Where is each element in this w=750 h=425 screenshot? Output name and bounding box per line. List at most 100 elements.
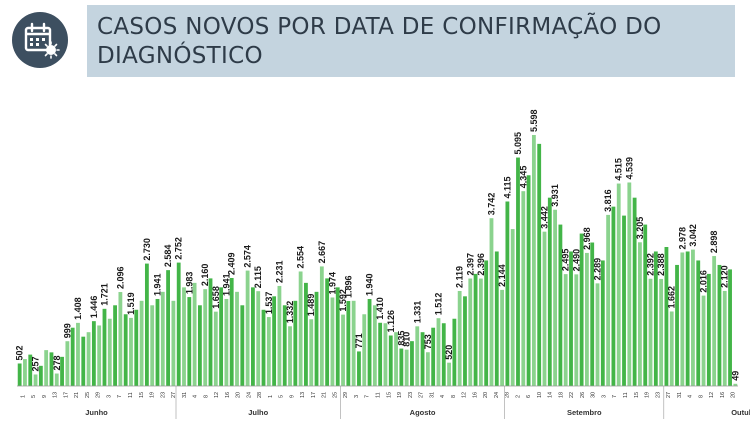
data-label: 49 — [730, 371, 740, 381]
data-label: 4.539 — [624, 157, 634, 180]
bar — [240, 305, 245, 386]
bar — [484, 260, 489, 386]
bar — [627, 182, 632, 386]
bar — [388, 335, 393, 386]
bar — [638, 242, 642, 386]
data-label: 1.983 — [184, 272, 194, 295]
bar — [415, 326, 420, 386]
bar — [722, 290, 727, 386]
data-label: 3.042 — [688, 224, 698, 247]
title-banner: CASOS NOVOS POR DATA DE CONFIRMAÇÃO DO D… — [87, 5, 735, 77]
data-label: 278 — [52, 355, 62, 370]
bar — [155, 298, 160, 386]
day-tick-label: 16 — [720, 392, 726, 398]
day-tick-label: 12 — [214, 392, 220, 398]
bar — [701, 295, 706, 386]
bar — [622, 215, 626, 386]
bar — [335, 287, 340, 386]
bar — [590, 242, 595, 386]
day-tick-label: 20 — [236, 392, 242, 398]
bar — [107, 318, 112, 386]
data-label: 1.519 — [126, 292, 136, 315]
day-tick-label: 14 — [548, 392, 554, 398]
month-label: Junho — [85, 408, 108, 417]
data-label: 2.392 — [646, 253, 656, 276]
day-tick-label: 24 — [494, 392, 500, 398]
data-label: 2.016 — [699, 270, 709, 293]
day-tick-label: 21 — [74, 392, 80, 398]
day-tick-label: 23 — [160, 392, 166, 398]
bar — [669, 311, 674, 386]
day-tick-label: 25 — [85, 392, 91, 398]
bar — [537, 143, 542, 386]
bar — [367, 299, 372, 386]
data-label: 835 — [396, 331, 406, 346]
data-label: 2.495 — [561, 249, 571, 272]
bar — [478, 278, 483, 386]
bar — [394, 332, 398, 386]
day-tick-label: 11 — [623, 392, 629, 398]
bar — [86, 332, 91, 386]
bar — [595, 283, 600, 386]
bar — [632, 197, 637, 386]
bar — [399, 348, 404, 386]
bar — [293, 300, 298, 386]
day-tick-label: 24 — [246, 392, 252, 398]
bar — [23, 359, 27, 386]
data-label: 3.442 — [540, 206, 550, 229]
bar — [410, 341, 414, 386]
data-label: 1.408 — [73, 297, 83, 320]
day-tick-label: 16 — [225, 392, 231, 398]
bar — [197, 305, 202, 386]
bar — [272, 296, 277, 386]
data-label: 2.554 — [296, 246, 306, 269]
day-tick-label: 26 — [580, 392, 586, 398]
day-tick-label: 30 — [591, 392, 597, 398]
data-label: 2.752 — [174, 237, 184, 260]
bar — [113, 305, 117, 386]
day-tick-label: 16 — [472, 392, 478, 398]
bar — [648, 278, 653, 386]
data-label: 4.345 — [518, 166, 528, 189]
data-label: 2.115 — [253, 266, 263, 288]
data-label: 810 — [402, 332, 412, 347]
data-label: 2.968 — [582, 227, 592, 250]
day-tick-label: 6 — [526, 395, 532, 398]
data-label: 2.096 — [115, 266, 125, 289]
bar — [176, 262, 181, 386]
bar — [219, 287, 224, 386]
bar — [372, 305, 377, 386]
day-tick-label: 11 — [376, 392, 382, 398]
day-tick-label: 19 — [397, 392, 403, 398]
bar — [383, 323, 388, 386]
bar — [733, 383, 738, 386]
day-tick-label: 31 — [182, 392, 188, 398]
day-tick-label: 15 — [386, 392, 392, 398]
bar — [563, 274, 568, 386]
data-label: 2.978 — [677, 227, 687, 250]
bar — [457, 290, 462, 386]
bar — [182, 287, 186, 386]
data-label: 1.721 — [100, 283, 110, 306]
bar — [680, 252, 685, 386]
data-label: 1.592 — [338, 289, 348, 312]
bar — [553, 209, 558, 386]
day-tick-label: 28 — [257, 392, 263, 398]
bar — [675, 264, 679, 386]
data-label: 5.598 — [529, 109, 539, 132]
day-tick-label: 31 — [429, 392, 435, 398]
chart-title-line1: CASOS NOVOS POR DATA DE CONFIRMAÇÃO DO — [97, 14, 662, 40]
day-tick-label: 8 — [203, 395, 209, 398]
bar — [717, 264, 722, 386]
data-label: 2.898 — [709, 231, 719, 254]
bar — [91, 321, 96, 386]
bar — [123, 314, 128, 386]
bar — [229, 277, 234, 386]
day-tick-label: 7 — [117, 395, 123, 398]
data-label: 2.396 — [476, 253, 486, 276]
bar — [65, 341, 70, 386]
bar — [441, 323, 446, 386]
day-tick-label: 15 — [139, 392, 145, 398]
data-label: 2.144 — [497, 264, 507, 287]
